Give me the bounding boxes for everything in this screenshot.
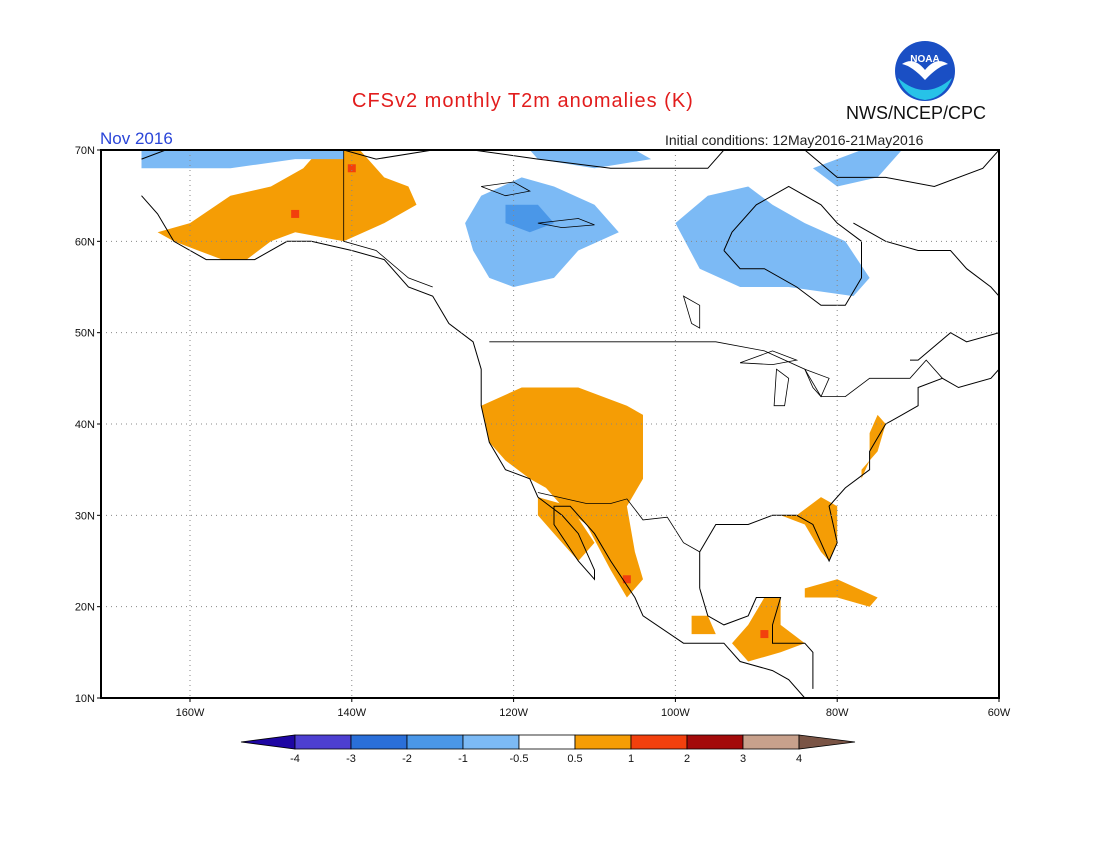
noaa-logo-icon: NOAA <box>895 41 955 101</box>
legend-swatch <box>686 734 744 750</box>
lon-axis: 160W 140W 120W 100W 80W 60W <box>176 698 1011 719</box>
coast-hudson <box>723 185 862 306</box>
legend-label: -3 <box>346 753 356 765</box>
lake-great-slave <box>537 218 595 229</box>
lake-huron <box>804 368 830 398</box>
mexico-south-warm <box>691 615 716 635</box>
lon-tick-label: 60W <box>988 707 1011 719</box>
lat-tick-label: 40N <box>75 419 95 431</box>
cuba-warm <box>804 579 878 607</box>
forecast-month: Nov 2016 <box>100 129 173 148</box>
legend-arrow-high <box>798 734 856 750</box>
us-west-warm <box>481 387 643 598</box>
legend-swatch <box>462 734 520 750</box>
initial-conditions: Initial conditions: 12May2016-21May2016 <box>665 132 924 148</box>
coast-labrador <box>853 222 999 361</box>
border-canada-us <box>489 341 943 398</box>
legend-swatch <box>294 734 352 750</box>
legend-swatch <box>742 734 800 750</box>
legend-label: -2 <box>402 753 412 765</box>
page-title: CFSv2 monthly T2m anomalies (K) <box>352 90 694 112</box>
lat-tick-label: 70N <box>75 145 95 157</box>
legend-label: -1 <box>458 753 468 765</box>
hotspot-mexico <box>622 575 631 584</box>
east-coast-warm <box>861 414 886 479</box>
hot-spots <box>291 164 769 639</box>
alaska-north-cool <box>141 150 344 169</box>
legend-swatch <box>630 734 688 750</box>
legend-label: -0.5 <box>510 753 529 765</box>
anomaly-regions <box>141 150 902 662</box>
hotspot-alaska-2 <box>347 164 356 173</box>
legend-label: 3 <box>740 753 746 765</box>
plot-area <box>101 150 999 698</box>
hotspot-guatemala <box>760 630 769 639</box>
coast-alaska <box>141 150 725 169</box>
legend-swatch <box>406 734 464 750</box>
coast-baffin <box>804 150 999 188</box>
lat-tick-label: 60N <box>75 236 95 248</box>
agency-label: NWS/NCEP/CPC <box>846 103 987 123</box>
legend-label: 2 <box>684 753 690 765</box>
coastlines <box>141 150 999 698</box>
legend-label: 0.5 <box>567 753 582 765</box>
border-alaska-canada <box>343 150 433 288</box>
lake-michigan <box>773 368 790 407</box>
color-legend: -4 -3 -2 -1 -0.5 0.5 1 2 3 4 <box>240 734 856 765</box>
legend-label: -4 <box>290 753 300 765</box>
lon-tick-label: 120W <box>499 707 528 719</box>
hotspot-alaska-1 <box>291 209 300 218</box>
lon-tick-label: 80W <box>826 707 849 719</box>
lake-winnipeg <box>682 295 701 329</box>
border-us-mexico <box>537 492 700 553</box>
central-america-warm <box>732 597 805 662</box>
lon-tick-label: 100W <box>661 707 690 719</box>
legend-swatch <box>350 734 408 750</box>
hudson-cool <box>675 186 870 297</box>
lake-superior <box>739 350 799 366</box>
lat-tick-label: 30N <box>75 510 95 522</box>
arctic-cool <box>529 150 652 169</box>
lon-tick-label: 140W <box>337 707 366 719</box>
canada-center-cool <box>505 204 554 233</box>
lake-great-bear <box>481 181 531 197</box>
legend-label: 4 <box>796 753 802 765</box>
coast-yucatan <box>699 588 814 689</box>
legend-swatch <box>574 734 632 750</box>
legend-swatch <box>518 734 576 750</box>
lat-tick-label: 20N <box>75 602 95 614</box>
alaska-warm <box>157 150 417 260</box>
florida-warm <box>780 497 838 561</box>
lon-tick-label: 160W <box>176 707 205 719</box>
lat-axis: 70N 60N 50N 40N 30N 20N 10N <box>75 145 101 705</box>
baja-warm <box>537 497 595 561</box>
coast-gulf <box>699 368 999 589</box>
canada-west-cool <box>465 177 619 287</box>
lat-tick-label: 50N <box>75 328 95 340</box>
legend-label: 1 <box>628 753 634 765</box>
logo-text: NOAA <box>910 54 939 65</box>
lat-tick-label: 10N <box>75 693 95 705</box>
legend-arrow-low <box>240 734 296 750</box>
greenland-cool <box>812 150 902 187</box>
